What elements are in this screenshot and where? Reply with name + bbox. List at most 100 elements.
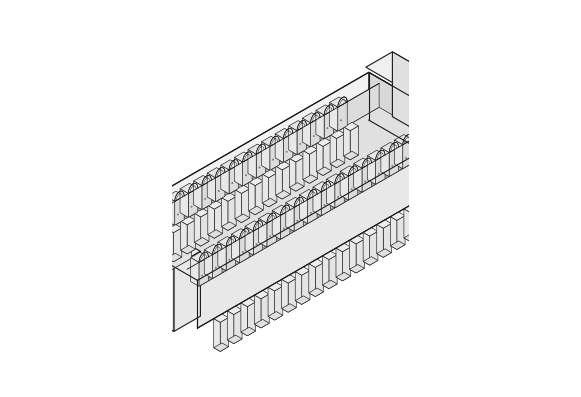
Polygon shape [451,184,460,218]
Polygon shape [268,312,283,320]
Polygon shape [350,126,358,160]
Polygon shape [267,218,277,247]
Polygon shape [207,173,216,202]
Polygon shape [275,134,284,162]
Polygon shape [254,295,261,328]
Polygon shape [167,224,182,233]
Polygon shape [375,150,385,160]
Polygon shape [309,288,324,297]
Polygon shape [307,189,317,200]
Polygon shape [340,166,358,176]
Polygon shape [248,150,256,178]
Polygon shape [257,243,266,248]
Polygon shape [303,175,318,183]
Polygon shape [338,102,347,131]
Polygon shape [151,229,160,234]
Polygon shape [316,105,333,115]
Polygon shape [389,143,399,152]
Polygon shape [403,139,412,169]
Polygon shape [418,225,432,234]
Polygon shape [309,264,315,297]
Polygon shape [214,319,220,351]
Polygon shape [175,196,184,225]
Polygon shape [302,113,320,123]
Polygon shape [295,267,310,276]
Polygon shape [214,204,223,238]
Polygon shape [302,271,310,304]
Polygon shape [262,198,277,207]
Polygon shape [297,219,307,225]
Polygon shape [221,165,229,194]
Polygon shape [340,172,349,200]
Polygon shape [281,205,290,216]
Polygon shape [249,206,263,215]
Polygon shape [390,217,397,249]
Polygon shape [229,165,239,194]
Polygon shape [228,197,236,230]
Polygon shape [362,158,371,168]
Polygon shape [282,275,296,283]
Polygon shape [256,149,266,178]
Polygon shape [289,126,297,155]
Polygon shape [381,143,399,152]
Polygon shape [303,146,318,154]
Polygon shape [187,220,195,254]
Polygon shape [316,110,324,139]
Polygon shape [336,248,342,281]
Polygon shape [187,121,444,293]
Polygon shape [404,204,419,213]
Polygon shape [164,221,174,226]
Polygon shape [363,256,378,265]
Polygon shape [97,207,124,287]
Polygon shape [261,136,279,146]
Polygon shape [424,200,432,234]
Polygon shape [113,285,127,293]
Polygon shape [259,218,267,247]
Polygon shape [272,205,290,216]
Polygon shape [167,253,182,262]
Polygon shape [221,222,236,230]
Polygon shape [327,174,345,184]
Polygon shape [437,192,446,226]
Polygon shape [268,283,283,291]
Polygon shape [240,233,249,263]
Polygon shape [214,343,228,351]
Polygon shape [307,194,317,224]
Polygon shape [221,160,239,170]
Polygon shape [338,196,348,201]
Polygon shape [140,245,146,278]
Polygon shape [240,229,249,239]
Polygon shape [227,335,242,344]
Polygon shape [317,167,331,175]
Polygon shape [284,133,293,162]
Polygon shape [245,221,263,231]
Polygon shape [350,264,364,273]
Polygon shape [202,175,211,186]
Polygon shape [431,218,446,226]
Polygon shape [444,185,451,218]
Polygon shape [383,224,392,257]
Polygon shape [397,216,405,249]
Polygon shape [122,107,444,293]
Polygon shape [125,215,144,225]
Polygon shape [153,204,161,233]
Polygon shape [276,162,290,170]
Polygon shape [336,272,351,281]
Polygon shape [256,144,266,154]
Polygon shape [119,259,127,293]
Polygon shape [253,225,263,255]
Polygon shape [335,174,345,184]
Polygon shape [216,172,225,202]
Polygon shape [133,252,141,285]
Polygon shape [443,96,469,176]
Polygon shape [207,168,225,178]
Polygon shape [229,258,239,264]
Polygon shape [153,261,168,270]
Polygon shape [193,181,202,210]
Polygon shape [363,227,378,236]
Polygon shape [226,241,235,271]
Polygon shape [323,142,331,175]
Polygon shape [289,154,304,162]
Polygon shape [288,278,296,312]
Polygon shape [297,125,306,155]
